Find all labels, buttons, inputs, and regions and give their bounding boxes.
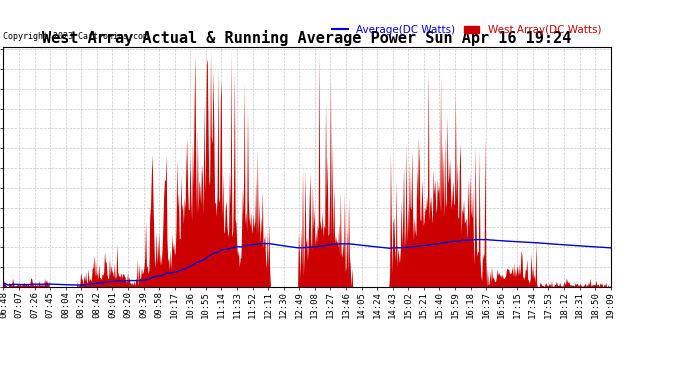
Title: West Array Actual & Running Average Power Sun Apr 16 19:24: West Array Actual & Running Average Powe… (42, 30, 572, 46)
Legend: Average(DC Watts), West Array(DC Watts): Average(DC Watts), West Array(DC Watts) (328, 21, 605, 39)
Text: Copyright 2023 Cartronics.com: Copyright 2023 Cartronics.com (3, 32, 148, 41)
